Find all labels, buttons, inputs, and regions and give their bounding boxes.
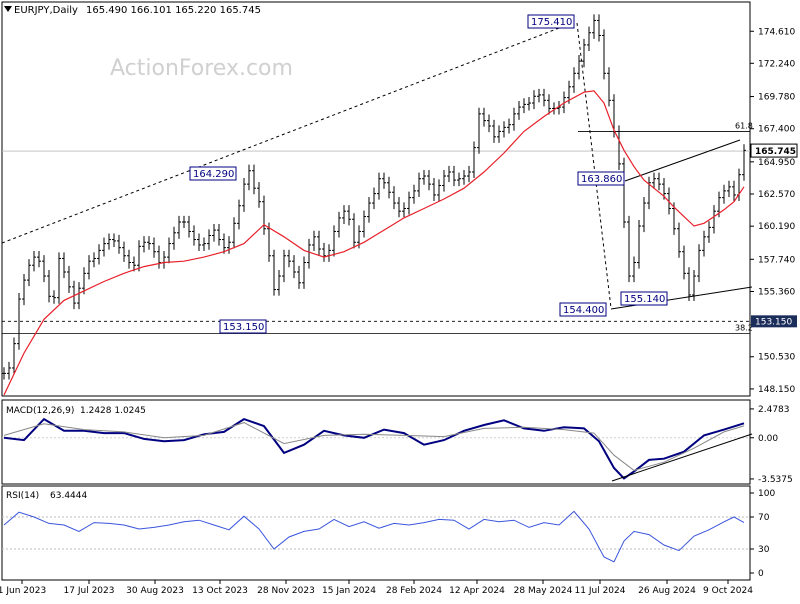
macd-title: MACD(12,26,9) [6,406,74,416]
price-axis: 174.610 172.240 169.780 167.400 164.950 162.5… [750,27,795,395]
caret-down-icon[interactable] [4,6,12,12]
macd-panel [1,399,751,485]
date-tick-label: 28 Feb 2024 [386,586,442,596]
current-price: 165.745 153.150 [750,143,798,328]
price-tick-label: 162.570 [758,190,795,200]
channel-upper-line [624,139,741,182]
rsi-value: 63.4444 [50,491,87,501]
price-tick-label: 172.240 [758,59,795,69]
rsi-tick-label: 30 [758,545,770,555]
date-tick-label: 13 Oct 2023 [192,586,248,596]
annotation-label: 163.860 [581,174,622,185]
date-tick-label: 12 Apr 2024 [449,586,505,596]
macd-tick-label: 2.4783 [758,405,790,415]
support-price-box [751,315,797,328]
price-tick-label: 167.400 [758,125,795,135]
date-tick-label: 17 Jul 2023 [64,586,115,596]
date-tick-label: 30 Aug 2023 [126,586,184,596]
macd-signal-line [3,422,745,471]
annotation-box [577,171,625,186]
annotation-box [527,14,575,29]
annotation-box [620,291,668,306]
ohlc-values: 165.490 166.101 165.220 165.745 [86,5,261,16]
macd-axis: 2.4783 0.00 -3.5375 [2,405,793,485]
macd-tick-label: 0.00 [758,434,778,444]
date-tick-label: 28 May 2024 [514,586,573,596]
macd-values: 1.2428 1.0245 [80,406,146,416]
rsi-title: RSI(14) [6,491,39,501]
rsi-panel [1,485,751,581]
current-price-label: 165.745 [755,147,796,157]
fib-label: 61.8 [735,121,753,130]
watermark: ActionForex.com [110,56,293,81]
price-tick-label: 164.950 [758,158,795,168]
annotation-box [559,302,607,317]
fib-label: 38.2 [735,323,753,332]
price-tick-label: 160.190 [758,222,795,232]
rsi-series [3,510,745,563]
symbol-title: EURJPY,Daily [14,5,78,16]
annotation-label: 164.290 [193,169,234,180]
moving-average-line [3,90,745,396]
date-tick-label: 26 Aug 2024 [638,586,696,596]
rsi-tick-label: 70 [758,513,770,523]
price-series [2,14,746,396]
date-tick-label: 9 Oct 2024 [703,586,753,596]
annotation-box [189,166,237,181]
date-tick-label: 1 Jun 2023 [0,586,46,596]
annotation-box [219,319,267,334]
annotation-label: 153.150 [223,322,264,333]
fib-levels: 61.8 38.2 [2,121,753,334]
annotation-label: 155.140 [624,294,665,305]
price-tick-label: 148.150 [758,385,795,395]
price-tick-label: 169.780 [758,93,795,103]
annotation-label: 175.410 [531,17,572,28]
current-price-box [750,143,798,158]
rsi-tick-label: 0 [758,569,764,579]
price-tick-label: 157.740 [758,255,795,265]
macd-tick-label: -3.5375 [758,475,793,485]
date-tick-label: 28 Nov 2023 [257,586,315,596]
date-axis: 1 Jun 2023 17 Jul 2023 30 Aug 2023 13 Oct 2… [0,580,753,596]
date-tick-label: 15 Jan 2024 [322,586,376,596]
support-price-label: 153.150 [755,317,792,327]
rsi-axis: 100 70 30 0 [2,489,775,579]
price-tick-label: 155.360 [758,287,795,297]
macd-trend-line [611,433,753,482]
price-panel [1,1,751,397]
annotation-label: 154.400 [563,305,604,316]
rsi-tick-label: 100 [758,489,775,499]
price-annotations: 175.410 164.290 153.150 163.860 155.140 154.4… [189,14,668,334]
rsi-line [3,510,745,563]
price-tick-label: 174.610 [758,27,795,37]
price-tick-label: 150.530 [758,353,795,363]
date-tick-label: 11 Jul 2024 [575,586,626,596]
